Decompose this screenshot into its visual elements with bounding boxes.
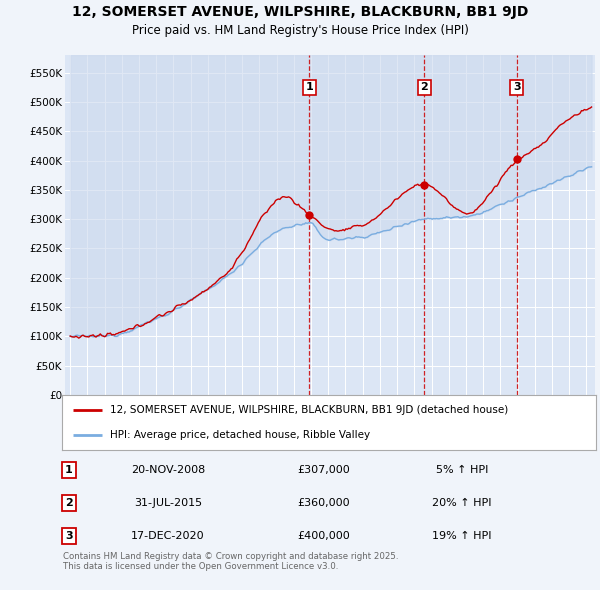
Text: £307,000: £307,000 [298, 465, 350, 475]
Text: 12, SOMERSET AVENUE, WILPSHIRE, BLACKBURN, BB1 9JD (detached house): 12, SOMERSET AVENUE, WILPSHIRE, BLACKBUR… [110, 405, 508, 415]
Text: 17-DEC-2020: 17-DEC-2020 [131, 531, 205, 541]
Text: 20-NOV-2008: 20-NOV-2008 [131, 465, 205, 475]
Text: 2: 2 [65, 498, 73, 508]
Text: 1: 1 [65, 465, 73, 475]
Text: HPI: Average price, detached house, Ribble Valley: HPI: Average price, detached house, Ribb… [110, 430, 370, 440]
Text: 2: 2 [421, 82, 428, 92]
Text: Contains HM Land Registry data © Crown copyright and database right 2025.
This d: Contains HM Land Registry data © Crown c… [63, 552, 398, 571]
Text: 1: 1 [305, 82, 313, 92]
Text: 3: 3 [65, 531, 73, 541]
Text: 5% ↑ HPI: 5% ↑ HPI [436, 465, 488, 475]
Text: 3: 3 [513, 82, 521, 92]
Text: 12, SOMERSET AVENUE, WILPSHIRE, BLACKBURN, BB1 9JD: 12, SOMERSET AVENUE, WILPSHIRE, BLACKBUR… [72, 5, 528, 19]
Text: Price paid vs. HM Land Registry's House Price Index (HPI): Price paid vs. HM Land Registry's House … [131, 24, 469, 37]
Text: 20% ↑ HPI: 20% ↑ HPI [432, 498, 492, 508]
Text: 19% ↑ HPI: 19% ↑ HPI [432, 531, 492, 541]
Text: £360,000: £360,000 [298, 498, 350, 508]
Text: 31-JUL-2015: 31-JUL-2015 [134, 498, 202, 508]
Text: £400,000: £400,000 [298, 531, 350, 541]
